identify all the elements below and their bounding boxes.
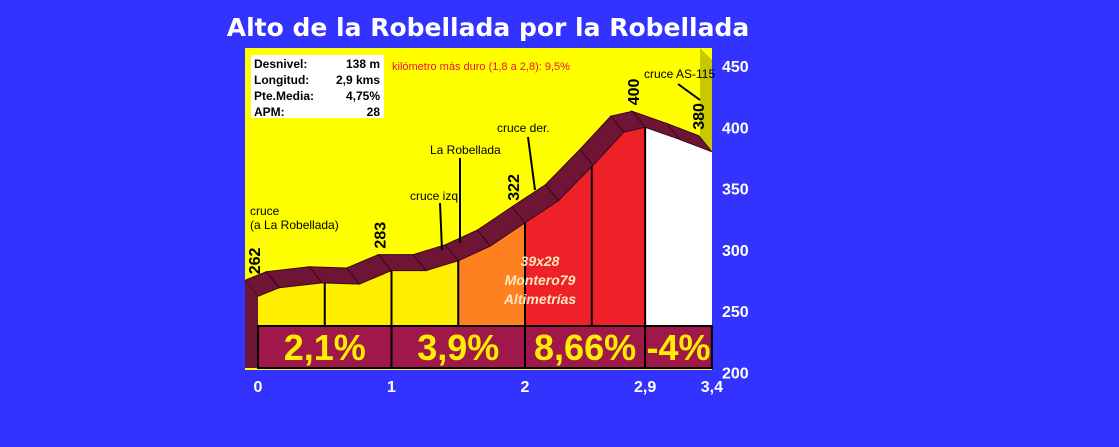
y-tick-label: 250 bbox=[722, 304, 749, 321]
y-tick-label: 350 bbox=[722, 182, 749, 199]
x-tick-label: 3,4 bbox=[701, 379, 723, 396]
x-tick-label: 0 bbox=[254, 379, 263, 396]
profile-segment bbox=[645, 127, 712, 326]
watermark-text: Montero79 bbox=[505, 272, 576, 288]
annotation-pointer bbox=[439, 202, 443, 251]
annotation-label: La Robellada bbox=[430, 143, 501, 157]
profile-segment bbox=[525, 127, 646, 326]
elevation-label: 283 bbox=[373, 222, 390, 249]
watermark-text: 39x28 bbox=[521, 253, 560, 269]
annotation-label: (a La Robellada) bbox=[250, 218, 339, 232]
annotation-label: cruce der. bbox=[497, 121, 550, 135]
gradient-cell bbox=[644, 325, 713, 369]
annotation-label: cruce izq bbox=[410, 189, 458, 203]
gradient-label: 3,9% bbox=[417, 327, 499, 368]
stat-label: Longitud: bbox=[254, 73, 309, 87]
x-tick-label: 1 bbox=[387, 379, 396, 396]
gradient-label: -4% bbox=[647, 327, 711, 368]
y-tick-label: 200 bbox=[722, 365, 749, 382]
watermark-text: Altimetrías bbox=[503, 291, 577, 307]
profile-segment bbox=[258, 260, 459, 326]
profile-ribbon bbox=[665, 122, 714, 153]
stat-label: Desnivel: bbox=[254, 57, 307, 71]
stat-value: 138 m bbox=[346, 57, 380, 71]
stat-label: APM: bbox=[254, 105, 285, 119]
chart-title: Alto de la Robellada por la Robellada bbox=[227, 13, 750, 42]
annotation-pointer bbox=[677, 83, 701, 101]
gradient-label: 2,1% bbox=[284, 327, 366, 368]
stat-label: Pte.Media: bbox=[254, 89, 314, 103]
profile-segment bbox=[458, 222, 525, 326]
gradient-cell bbox=[390, 325, 526, 369]
elevation-label: 380 bbox=[691, 103, 708, 130]
elevation-label: 262 bbox=[247, 248, 264, 275]
stats-box: Desnivel: 138 m Longitud: 2,9 kms Pte.Media:… bbox=[251, 55, 384, 119]
annotation-label: cruce AS-115 bbox=[644, 67, 715, 81]
stat-value: 28 bbox=[367, 105, 381, 119]
y-tick-label: 400 bbox=[722, 120, 749, 137]
y-tick-label: 450 bbox=[722, 59, 749, 76]
elevation-label: 400 bbox=[626, 78, 643, 105]
right-wall bbox=[700, 48, 712, 150]
x-tick-label: 2,9 bbox=[634, 379, 656, 396]
stats-background bbox=[251, 55, 384, 118]
hardest-km: kilómetro más duro (1,8 a 2,8): 9,5% bbox=[392, 61, 570, 73]
x-tick-label: 2 bbox=[521, 379, 530, 396]
y-tick-label: 300 bbox=[722, 243, 749, 260]
stat-value: 2,9 kms bbox=[336, 73, 380, 87]
annotation-pointer bbox=[527, 136, 536, 191]
annotation-label: cruce bbox=[250, 204, 280, 218]
elevation-label: 322 bbox=[506, 174, 523, 201]
gradient-label: 8,66% bbox=[534, 327, 636, 368]
stat-value: 4,75% bbox=[346, 89, 380, 103]
left-wall bbox=[245, 280, 258, 368]
